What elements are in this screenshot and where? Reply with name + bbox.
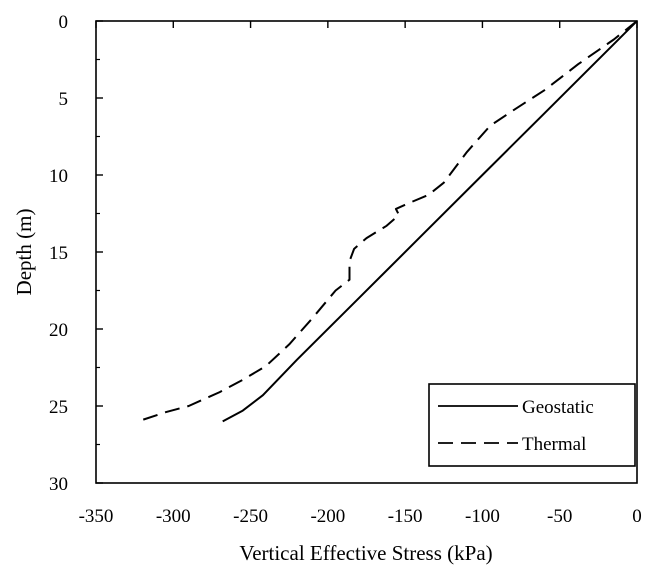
- x-axis-title: Vertical Effective Stress (kPa): [239, 541, 492, 565]
- y-tick-label: 20: [49, 320, 68, 341]
- x-tick-label: -350: [79, 506, 114, 527]
- x-tick-label: -200: [310, 506, 345, 527]
- series-lines: [142, 20, 638, 423]
- series-geostatic-line: [222, 20, 638, 423]
- y-tick-label: 30: [49, 474, 68, 495]
- legend-box: [428, 383, 636, 467]
- legend-label-thermal: Thermal: [522, 434, 586, 455]
- y-tick-label: 5: [59, 89, 69, 110]
- x-tick-label: -250: [233, 506, 268, 527]
- legend: Geostatic Thermal: [428, 383, 636, 467]
- x-tick-label: -50: [547, 506, 572, 527]
- y-tick-label: 0: [59, 12, 69, 33]
- series-thermal-line: [142, 20, 638, 421]
- y-tick-label: 25: [49, 397, 68, 418]
- y-axis-title: Depth (m): [12, 209, 36, 296]
- x-tick-label: 0: [632, 506, 642, 527]
- legend-label-geostatic: Geostatic: [522, 397, 594, 418]
- x-tick-label: -300: [156, 506, 191, 527]
- x-tick-label: -100: [465, 506, 500, 527]
- x-axis-ticks: -350 -300 -250 -200 -150 -100 -50 0: [79, 21, 642, 527]
- x-tick-label: -150: [388, 506, 423, 527]
- y-axis-ticks: 0 5 10 15 20 25 30: [49, 12, 103, 495]
- y-tick-label: 15: [49, 243, 68, 264]
- y-tick-label: 10: [49, 166, 68, 187]
